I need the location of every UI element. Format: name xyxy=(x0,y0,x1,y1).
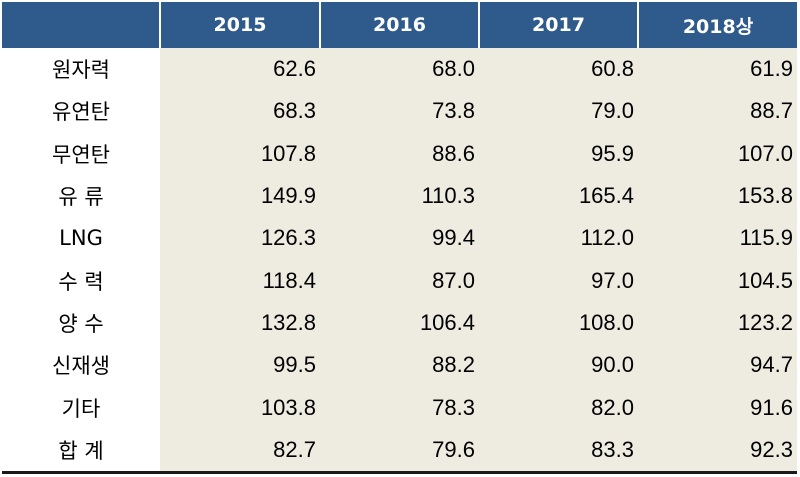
table-row: 유연탄 68.3 73.8 79.0 88.7 xyxy=(2,90,797,133)
table-cell: 99.5 xyxy=(160,344,320,387)
table-row: 기타 103.8 78.3 82.0 91.6 xyxy=(2,386,797,429)
table-cell: 61.9 xyxy=(638,48,797,91)
table-cell: 62.6 xyxy=(160,48,320,91)
table-cell: 60.8 xyxy=(479,48,638,91)
row-label: 합 계 xyxy=(2,428,160,474)
table-row: 수 력 118.4 87.0 97.0 104.5 xyxy=(2,259,797,302)
row-label: 유연탄 xyxy=(2,90,160,133)
table-cell: 108.0 xyxy=(479,301,638,345)
column-header: 2016 xyxy=(320,2,480,48)
table-cell: 91.6 xyxy=(638,386,797,429)
header-row: 2015 2016 2017 2018상 xyxy=(2,2,797,48)
column-header: 2015 xyxy=(160,2,321,48)
table-cell: 106.4 xyxy=(320,301,479,345)
row-label: 수 력 xyxy=(2,259,160,302)
row-label: 원자력 xyxy=(2,48,160,91)
table-cell: 107.0 xyxy=(638,132,797,175)
column-header: 2017 xyxy=(479,2,639,48)
table-row: 신재생 99.5 88.2 90.0 94.7 xyxy=(2,344,797,387)
table-cell: 78.3 xyxy=(320,386,479,429)
row-label: 기타 xyxy=(2,386,160,429)
table-cell: 79.6 xyxy=(320,428,479,474)
row-label: 무연탄 xyxy=(2,132,160,175)
row-label: 유 류 xyxy=(2,174,160,218)
table-cell: 82.7 xyxy=(160,428,320,474)
table-cell: 103.8 xyxy=(160,386,320,429)
table-cell: 73.8 xyxy=(320,90,479,133)
table-cell: 90.0 xyxy=(479,344,638,387)
table-cell: 88.7 xyxy=(638,90,797,133)
header-corner-cell xyxy=(2,2,161,48)
table-cell: 123.2 xyxy=(638,301,797,345)
table-row: 원자력 62.6 68.0 60.8 61.9 xyxy=(2,48,797,91)
table-cell: 153.8 xyxy=(638,174,797,218)
table-row: LNG 126.3 99.4 112.0 115.9 xyxy=(2,217,797,260)
table-row: 무연탄 107.8 88.6 95.9 107.0 xyxy=(2,132,797,175)
table-row: 합 계 82.7 79.6 83.3 92.3 xyxy=(2,428,797,474)
table-cell: 126.3 xyxy=(160,217,320,260)
table-cell: 165.4 xyxy=(479,174,638,218)
table-cell: 107.8 xyxy=(160,132,320,175)
table-row: 유 류 149.9 110.3 165.4 153.8 xyxy=(2,174,797,218)
table-cell: 92.3 xyxy=(638,428,797,474)
table-cell: 68.0 xyxy=(320,48,479,91)
table-cell: 87.0 xyxy=(320,259,479,302)
table-row: 양 수 132.8 106.4 108.0 123.2 xyxy=(2,301,797,345)
table-cell: 112.0 xyxy=(479,217,638,260)
table-cell: 118.4 xyxy=(160,259,320,302)
table-cell: 95.9 xyxy=(479,132,638,175)
table-cell: 88.6 xyxy=(320,132,479,175)
table-cell: 94.7 xyxy=(638,344,797,387)
table-cell: 132.8 xyxy=(160,301,320,345)
table-cell: 97.0 xyxy=(479,259,638,302)
table-cell: 68.3 xyxy=(160,90,320,133)
row-label: LNG xyxy=(2,217,160,260)
table-cell: 99.4 xyxy=(320,217,479,260)
table-cell: 88.2 xyxy=(320,344,479,387)
table-cell: 82.0 xyxy=(479,386,638,429)
table-cell: 110.3 xyxy=(320,174,479,218)
table-cell: 104.5 xyxy=(638,259,797,302)
table-cell: 149.9 xyxy=(160,174,320,218)
table-cell: 83.3 xyxy=(479,428,638,474)
row-label: 신재생 xyxy=(2,344,160,387)
table-cell: 79.0 xyxy=(479,90,638,133)
row-label: 양 수 xyxy=(2,301,160,345)
column-header: 2018상 xyxy=(638,2,797,48)
table-cell: 115.9 xyxy=(638,217,797,260)
